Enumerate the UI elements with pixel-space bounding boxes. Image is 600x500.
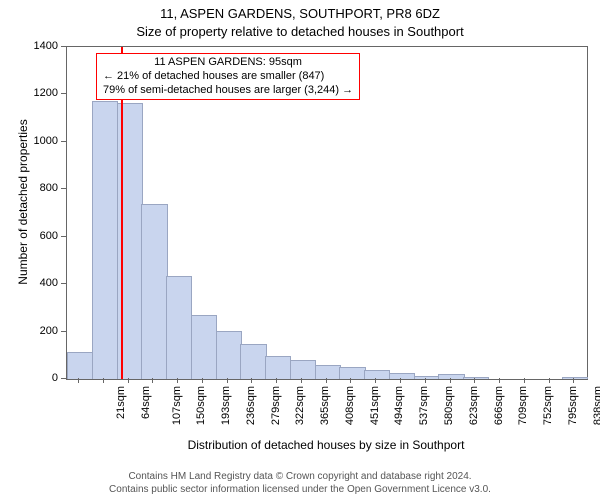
histogram-bar <box>191 315 217 379</box>
histogram-bar <box>414 376 440 379</box>
chart-title-line1: 11, ASPEN GARDENS, SOUTHPORT, PR8 6DZ <box>0 6 600 21</box>
y-tick-mark <box>61 188 66 189</box>
x-tick-label: 365sqm <box>319 386 331 425</box>
y-tick-label: 400 <box>24 277 58 289</box>
x-tick-mark <box>524 378 525 383</box>
x-tick-label: 795sqm <box>567 386 579 425</box>
x-tick-mark <box>425 378 426 383</box>
histogram-bar <box>562 377 588 379</box>
histogram-bar <box>141 204 167 379</box>
x-tick-label: 623sqm <box>468 386 480 425</box>
annotation-box: 11 ASPEN GARDENS: 95sqm← 21% of detached… <box>96 53 360 100</box>
x-tick-label: 752sqm <box>542 386 554 425</box>
x-tick-mark <box>276 378 277 383</box>
footer-attribution: Contains HM Land Registry data © Crown c… <box>0 471 600 496</box>
y-tick-mark <box>61 141 66 142</box>
histogram-bar <box>438 374 464 379</box>
annotation-line: ← 21% of detached houses are smaller (84… <box>103 70 353 84</box>
x-tick-mark <box>549 378 550 383</box>
y-tick-label: 1000 <box>24 135 58 147</box>
histogram-bar <box>67 352 93 379</box>
x-tick-label: 494sqm <box>394 386 406 425</box>
y-axis-label: Number of detached properties <box>16 102 30 302</box>
x-tick-label: 537sqm <box>418 386 430 425</box>
y-tick-label: 1400 <box>24 40 58 52</box>
x-tick-label: 107sqm <box>171 386 183 425</box>
y-tick-mark <box>61 46 66 47</box>
x-tick-mark <box>103 378 104 383</box>
x-tick-mark <box>78 378 79 383</box>
y-tick-label: 0 <box>24 372 58 384</box>
chart-frame: 11, ASPEN GARDENS, SOUTHPORT, PR8 6DZ Si… <box>0 0 600 500</box>
histogram-bar <box>339 367 365 379</box>
histogram-bar <box>315 365 341 379</box>
y-tick-label: 800 <box>24 182 58 194</box>
x-tick-mark <box>450 378 451 383</box>
x-tick-label: 408sqm <box>344 386 356 425</box>
x-tick-mark <box>474 378 475 383</box>
x-tick-label: 838sqm <box>592 386 600 425</box>
x-tick-label: 451sqm <box>369 386 381 425</box>
annotation-line: 11 ASPEN GARDENS: 95sqm <box>103 56 353 70</box>
y-tick-mark <box>61 331 66 332</box>
x-tick-mark <box>202 378 203 383</box>
histogram-bar <box>216 331 242 379</box>
x-tick-mark <box>400 378 401 383</box>
y-tick-label: 200 <box>24 325 58 337</box>
x-tick-mark <box>375 378 376 383</box>
histogram-bar <box>166 276 192 379</box>
x-tick-mark <box>573 378 574 383</box>
y-tick-label: 1200 <box>24 87 58 99</box>
x-tick-mark <box>499 378 500 383</box>
histogram-bar <box>389 373 415 379</box>
x-tick-label: 709sqm <box>517 386 529 425</box>
chart-subtitle: Size of property relative to detached ho… <box>0 24 600 39</box>
x-tick-label: 279sqm <box>270 386 282 425</box>
x-tick-mark <box>227 378 228 383</box>
y-tick-mark <box>61 283 66 284</box>
y-tick-label: 600 <box>24 230 58 242</box>
footer-line: Contains public sector information licen… <box>0 484 600 497</box>
footer-line: Contains HM Land Registry data © Crown c… <box>0 471 600 484</box>
x-tick-label: 64sqm <box>140 386 152 419</box>
histogram-bar <box>265 356 291 379</box>
x-tick-mark <box>326 378 327 383</box>
x-tick-mark <box>177 378 178 383</box>
x-tick-mark <box>152 378 153 383</box>
x-tick-label: 322sqm <box>295 386 307 425</box>
annotation-line: 79% of semi-detached houses are larger (… <box>103 84 353 98</box>
histogram-bar <box>290 360 316 379</box>
x-tick-label: 193sqm <box>220 386 232 425</box>
x-tick-mark <box>350 378 351 383</box>
x-tick-label: 580sqm <box>443 386 455 425</box>
y-tick-mark <box>61 236 66 237</box>
y-tick-mark <box>61 93 66 94</box>
histogram-bar <box>240 344 266 379</box>
histogram-bar <box>92 101 118 379</box>
y-tick-mark <box>61 378 66 379</box>
x-tick-label: 150sqm <box>196 386 208 425</box>
histogram-bar <box>364 370 390 379</box>
histogram-bar <box>463 377 489 379</box>
x-tick-mark <box>128 378 129 383</box>
x-tick-mark <box>301 378 302 383</box>
x-tick-label: 21sqm <box>115 386 127 419</box>
x-tick-label: 236sqm <box>245 386 257 425</box>
x-axis-label: Distribution of detached houses by size … <box>66 438 586 452</box>
x-tick-mark <box>251 378 252 383</box>
x-tick-label: 666sqm <box>493 386 505 425</box>
